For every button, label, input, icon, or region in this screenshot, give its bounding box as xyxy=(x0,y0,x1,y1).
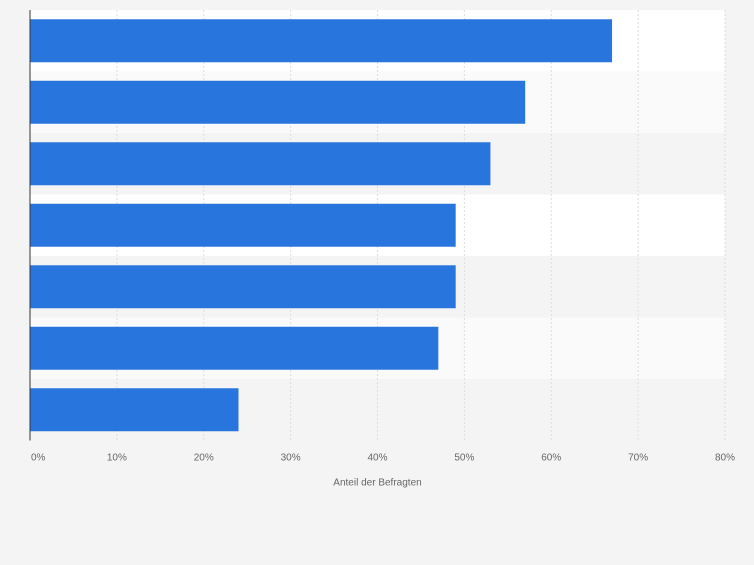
bar xyxy=(30,80,526,124)
bar xyxy=(30,203,456,247)
x-tick-label: 10% xyxy=(107,453,127,464)
x-tick-label: 0% xyxy=(31,453,46,464)
bars xyxy=(30,19,613,432)
x-tick-label: 60% xyxy=(541,453,561,464)
x-tick-label: 40% xyxy=(367,453,387,464)
x-tick-label: 30% xyxy=(281,453,301,464)
x-tick-label: 80% xyxy=(715,453,735,464)
x-tick-labels: 0% 10% 20% 30% 40% 50% 60% 70% 80% xyxy=(31,453,735,464)
bar xyxy=(30,19,613,63)
bar xyxy=(30,326,439,370)
x-tick-label: 70% xyxy=(628,453,648,464)
x-tick-label: 20% xyxy=(194,453,214,464)
bar xyxy=(30,388,239,432)
x-tick-label: 50% xyxy=(454,453,474,464)
x-axis-label: Anteil der Befragten xyxy=(333,478,421,489)
bar xyxy=(30,142,491,186)
bar xyxy=(30,265,456,309)
